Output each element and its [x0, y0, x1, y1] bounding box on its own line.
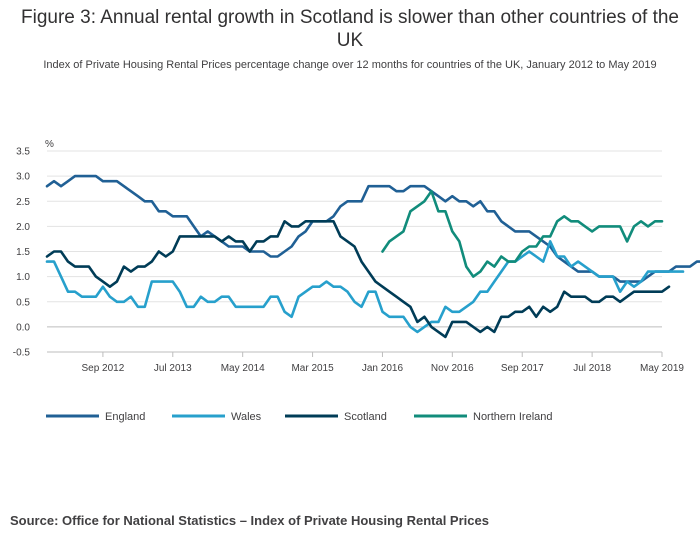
y-tick-label: 3.5 — [16, 147, 30, 158]
legend-label-northern-ireland: Northern Ireland — [473, 411, 553, 423]
x-tick-label: Sep 2017 — [501, 363, 544, 374]
y-tick-label: 1.0 — [16, 272, 30, 283]
x-axis-ticks: Sep 2012 Jul 2013 May 2014 Mar 2015 Jan 2016… — [47, 351, 684, 374]
x-tick-label: Nov 2016 — [431, 363, 474, 374]
y-tick-label: 2.5 — [16, 197, 30, 208]
x-tick-label: Sep 2012 — [81, 363, 124, 374]
grid-lines — [47, 150, 662, 353]
series-lines — [45, 174, 700, 339]
chart-title: Figure 3: Annual rental growth in Scotla… — [21, 7, 679, 51]
y-tick-label: 0.5 — [16, 297, 30, 308]
y-tick-label: 0.0 — [16, 322, 30, 333]
x-tick-label: May 2019 — [640, 363, 684, 374]
x-tick-label: Mar 2015 — [291, 363, 334, 374]
y-axis-unit-label: % — [45, 139, 54, 150]
x-tick-label: Jul 2013 — [154, 363, 192, 374]
series-line-scotland — [45, 220, 671, 339]
series-line-wales — [45, 240, 685, 334]
legend: England Wales Scotland Northern Ireland — [46, 411, 553, 423]
x-tick-label: May 2014 — [221, 363, 265, 374]
x-tick-label: Jul 2018 — [573, 363, 611, 374]
legend-label-wales: Wales — [231, 411, 262, 423]
source-note: Source: Office for National Statistics –… — [10, 513, 489, 528]
y-axis-ticks: 3.5 3.0 2.5 2.0 1.5 1.0 0.5 0.0 -0.5 — [13, 147, 31, 359]
x-tick-label: Jan 2016 — [362, 363, 404, 374]
legend-label-england: England — [105, 411, 145, 423]
legend-label-scotland: Scotland — [344, 411, 387, 423]
series-line-northern-ireland — [381, 189, 664, 278]
y-tick-label: 2.0 — [16, 222, 30, 233]
y-tick-label: 3.0 — [16, 172, 30, 183]
chart-subtitle: Index of Private Housing Rental Prices p… — [43, 59, 657, 71]
y-tick-label: -0.5 — [13, 348, 31, 359]
y-tick-label: 1.5 — [16, 247, 30, 258]
